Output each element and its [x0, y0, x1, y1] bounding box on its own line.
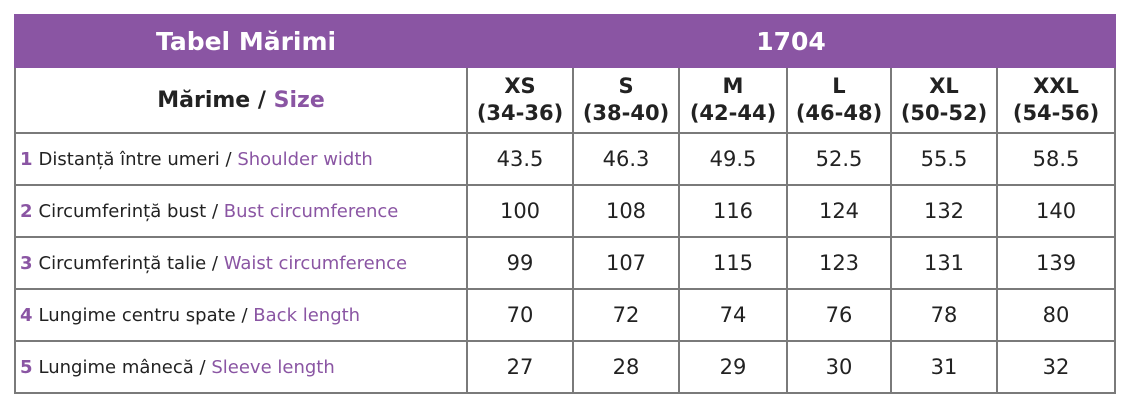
- size-label-en: Size: [273, 87, 325, 113]
- size-name: M: [722, 74, 744, 98]
- size-name: L: [832, 74, 846, 98]
- value-cell: 29: [678, 340, 788, 394]
- row-number: 1: [20, 148, 33, 170]
- value-cell: 27: [466, 340, 574, 394]
- size-label-cell: Mărime / Size: [14, 66, 468, 134]
- measure-row: 3 Circumferință talie / Waist circumferen…: [14, 236, 1117, 290]
- separator: /: [257, 87, 266, 113]
- measure-ro: Circumferință talie: [38, 252, 207, 274]
- measure-row: 2 Circumferință bust / Bust circumference…: [14, 184, 1117, 238]
- measure-row: 4 Lungime centru spate / Back length 70 72 7…: [14, 288, 1117, 342]
- value-cell: 78: [890, 288, 998, 342]
- measure-en: Shoulder width: [237, 148, 373, 170]
- value-cell: 140: [995, 184, 1117, 238]
- value-cell: 80: [995, 288, 1117, 342]
- header-row: Tabel Mărimi 1704: [14, 14, 1117, 68]
- measure-ro: Distanță între umeri: [38, 148, 220, 170]
- measure-en: Back length: [253, 304, 361, 326]
- row-number: 3: [20, 252, 33, 274]
- size-cell: XL (50-52): [890, 66, 998, 134]
- table-body: Tabel Mărimi 1704 Mărime / Size XS (34-36…: [14, 14, 1117, 394]
- size-cell: M (42-44): [678, 66, 788, 134]
- value-cell: 72: [572, 288, 680, 342]
- measure-row: 5 Lungime mânecă / Sleeve length 27 28 29 30 3…: [14, 340, 1117, 394]
- value-cell: 74: [678, 288, 788, 342]
- separator: /: [211, 200, 219, 222]
- size-range: (42-44): [689, 101, 777, 125]
- size-name: XXL: [1033, 74, 1079, 98]
- value-cell: 131: [890, 236, 998, 290]
- value-cell: 31: [890, 340, 998, 394]
- row-number: 4: [20, 304, 33, 326]
- value-cell: 55.5: [890, 132, 998, 186]
- model-code: 1704: [465, 14, 1117, 68]
- measure-label: 1 Distanță între umeri / Shoulder width: [14, 132, 468, 186]
- separator: /: [199, 356, 206, 378]
- row-number: 5: [20, 356, 33, 378]
- measure-label: 5 Lungime mânecă / Sleeve length: [14, 340, 468, 394]
- size-cell: XS (34-36): [466, 66, 574, 134]
- size-name: XS: [504, 74, 536, 98]
- value-cell: 32: [995, 340, 1117, 394]
- measure-ro: Circumferință bust: [38, 200, 207, 222]
- value-cell: 30: [786, 340, 892, 394]
- value-cell: 99: [466, 236, 574, 290]
- size-range: (34-36): [476, 101, 564, 125]
- measure-ro: Lungime centru spate: [38, 304, 236, 326]
- value-cell: 58.5: [995, 132, 1117, 186]
- size-table: Tabel Mărimi 1704 Mărime / Size XS (34-36…: [14, 14, 1117, 394]
- size-cell: XXL (54-56): [995, 66, 1117, 134]
- value-cell: 46.3: [572, 132, 680, 186]
- separator: /: [225, 148, 232, 170]
- row-number: 2: [20, 200, 33, 222]
- value-cell: 124: [786, 184, 892, 238]
- measure-ro: Lungime mânecă: [38, 356, 194, 378]
- size-range: (38-40): [582, 101, 670, 125]
- table-title: Tabel Mărimi: [14, 14, 468, 68]
- measure-row: 1 Distanță între umeri / Shoulder width 43…: [14, 132, 1117, 186]
- size-range: (46-48): [795, 101, 883, 125]
- value-cell: 70: [466, 288, 574, 342]
- size-name: S: [618, 74, 634, 98]
- value-cell: 123: [786, 236, 892, 290]
- value-cell: 43.5: [466, 132, 574, 186]
- size-cell: S (38-40): [572, 66, 680, 134]
- value-cell: 49.5: [678, 132, 788, 186]
- value-cell: 107: [572, 236, 680, 290]
- size-cell: L (46-48): [786, 66, 892, 134]
- value-cell: 76: [786, 288, 892, 342]
- measure-label: 3 Circumferință talie / Waist circumferen…: [14, 236, 468, 290]
- value-cell: 116: [678, 184, 788, 238]
- value-cell: 28: [572, 340, 680, 394]
- measure-label: 4 Lungime centru spate / Back length: [14, 288, 468, 342]
- size-row: Mărime / Size XS (34-36) S (38-40) M (42-44) L…: [14, 66, 1117, 134]
- measure-en: Sleeve length: [211, 356, 335, 378]
- measure-en: Waist circumference: [223, 252, 408, 274]
- value-cell: 115: [678, 236, 788, 290]
- size-label-ro: Mărime: [157, 87, 251, 113]
- measure-label: 2 Circumferință bust / Bust circumference: [14, 184, 468, 238]
- value-cell: 108: [572, 184, 680, 238]
- size-range: (50-52): [900, 101, 988, 125]
- value-cell: 52.5: [786, 132, 892, 186]
- value-cell: 100: [466, 184, 574, 238]
- size-name: XL: [929, 74, 959, 98]
- value-cell: 132: [890, 184, 998, 238]
- value-cell: 139: [995, 236, 1117, 290]
- separator: /: [241, 304, 248, 326]
- size-range: (54-56): [1012, 101, 1100, 125]
- measure-en: Bust circumference: [223, 200, 399, 222]
- separator: /: [211, 252, 218, 274]
